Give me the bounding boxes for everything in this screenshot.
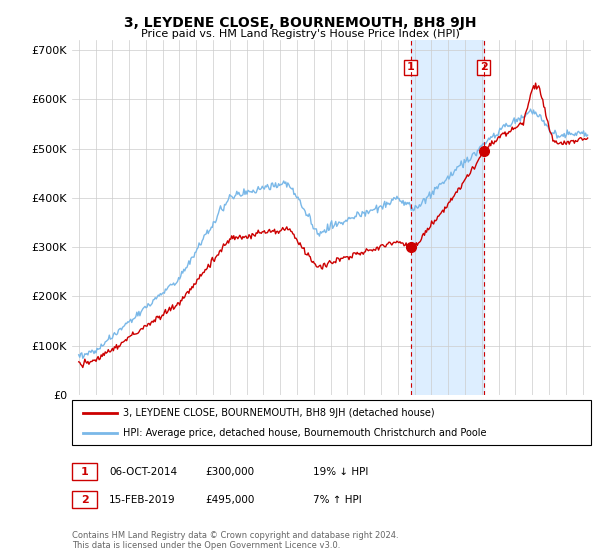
Text: 15-FEB-2019: 15-FEB-2019	[109, 494, 176, 505]
Text: £300,000: £300,000	[205, 466, 254, 477]
Text: 2: 2	[480, 62, 488, 72]
Text: 3, LEYDENE CLOSE, BOURNEMOUTH, BH8 9JH: 3, LEYDENE CLOSE, BOURNEMOUTH, BH8 9JH	[124, 16, 476, 30]
Text: Contains HM Land Registry data © Crown copyright and database right 2024.: Contains HM Land Registry data © Crown c…	[72, 531, 398, 540]
Text: 1: 1	[81, 466, 88, 477]
Text: This data is licensed under the Open Government Licence v3.0.: This data is licensed under the Open Gov…	[72, 541, 340, 550]
Bar	[410, 40, 484, 395]
Text: 7% ↑ HPI: 7% ↑ HPI	[313, 494, 362, 505]
Text: 2: 2	[81, 494, 88, 505]
Text: 3, LEYDENE CLOSE, BOURNEMOUTH, BH8 9JH (detached house): 3, LEYDENE CLOSE, BOURNEMOUTH, BH8 9JH (…	[123, 408, 434, 418]
Text: £495,000: £495,000	[205, 494, 254, 505]
Text: 1: 1	[407, 62, 415, 72]
Text: 06-OCT-2014: 06-OCT-2014	[109, 466, 178, 477]
Text: Price paid vs. HM Land Registry's House Price Index (HPI): Price paid vs. HM Land Registry's House …	[140, 29, 460, 39]
Text: 19% ↓ HPI: 19% ↓ HPI	[313, 466, 368, 477]
Text: HPI: Average price, detached house, Bournemouth Christchurch and Poole: HPI: Average price, detached house, Bour…	[123, 428, 487, 438]
